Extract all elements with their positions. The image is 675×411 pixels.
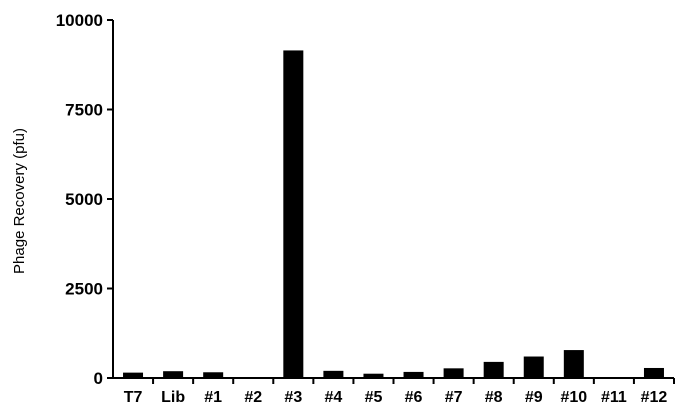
x-tick-label: #7 (445, 389, 463, 406)
bar-lib (163, 371, 184, 378)
bars (123, 50, 664, 379)
bar-n1 (203, 372, 224, 378)
y-tick-label: 0 (94, 369, 103, 388)
x-tick-label: #10 (560, 389, 587, 406)
y-tick-label: 2500 (65, 280, 103, 299)
x-tick-label: #3 (284, 389, 302, 406)
bar-n10 (563, 350, 584, 378)
bar-n12 (643, 367, 664, 378)
x-tick-label: T7 (124, 389, 143, 406)
bar-n7 (443, 368, 464, 378)
x-tick-label: #6 (405, 389, 423, 406)
x-tick-label: #2 (244, 389, 262, 406)
y-tick-label: 7500 (65, 101, 103, 120)
y-axis: 10000 7500 5000 2500 0 (56, 11, 113, 388)
x-tick-label: #1 (204, 389, 222, 406)
x-tick-label: #5 (365, 389, 383, 406)
y-tick-label: 5000 (65, 190, 103, 209)
bar-n5 (363, 373, 384, 378)
y-axis-title: Phage Recovery (pfu) (11, 128, 28, 274)
x-axis: T7 Lib #1 #2 #3 #4 #5 #6 #7 #8 #9 #10 #11 #12 (124, 378, 675, 406)
bar-t7 (123, 372, 144, 378)
bar-n4 (323, 370, 344, 378)
x-tick-label: #9 (525, 389, 543, 406)
bar-n3 (283, 50, 304, 379)
x-tick-label: #8 (485, 389, 503, 406)
x-tick-label: #12 (641, 389, 668, 406)
bar-n8 (483, 361, 504, 378)
bar-n9 (523, 356, 544, 378)
x-tick-label: Lib (161, 389, 185, 406)
bar-n6 (403, 371, 424, 378)
y-tick-label: 10000 (56, 11, 103, 30)
x-tick-label: #11 (601, 389, 627, 406)
x-tick-label: #4 (324, 389, 342, 406)
